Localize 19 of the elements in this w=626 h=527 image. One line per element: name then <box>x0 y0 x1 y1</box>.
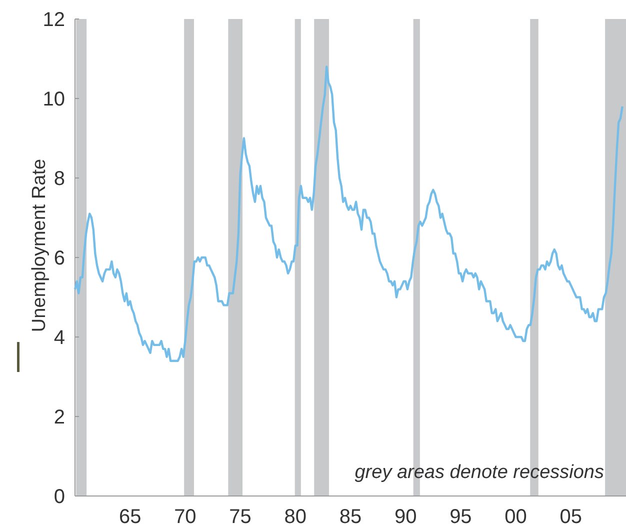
x-tick-label: 70 <box>174 506 196 527</box>
y-tick-label: 8 <box>54 168 65 190</box>
y-axis-title: Unemployment Rate <box>29 158 50 332</box>
y-tick-label: 0 <box>54 486 65 508</box>
x-tick-label: 65 <box>118 506 142 527</box>
annotation: grey areas denote recessions <box>354 462 604 483</box>
x-tick-label: 95 <box>450 506 472 527</box>
x-tick-label: 85 <box>339 506 362 527</box>
x-tick-label: 80 <box>284 506 307 527</box>
y-tick-label: 6 <box>54 248 65 270</box>
x-tick-label: 75 <box>229 506 252 527</box>
line-series <box>74 66 624 362</box>
x-tick-label: 05 <box>560 506 582 527</box>
y-tick-label: 2 <box>54 406 65 428</box>
x-tick-label: 90 <box>394 506 417 527</box>
y-tick-label: 12 <box>42 9 65 31</box>
y-tick-label: 4 <box>54 327 65 349</box>
x-tick-label: 00 <box>504 506 527 527</box>
y-tick-label: 10 <box>42 88 65 110</box>
